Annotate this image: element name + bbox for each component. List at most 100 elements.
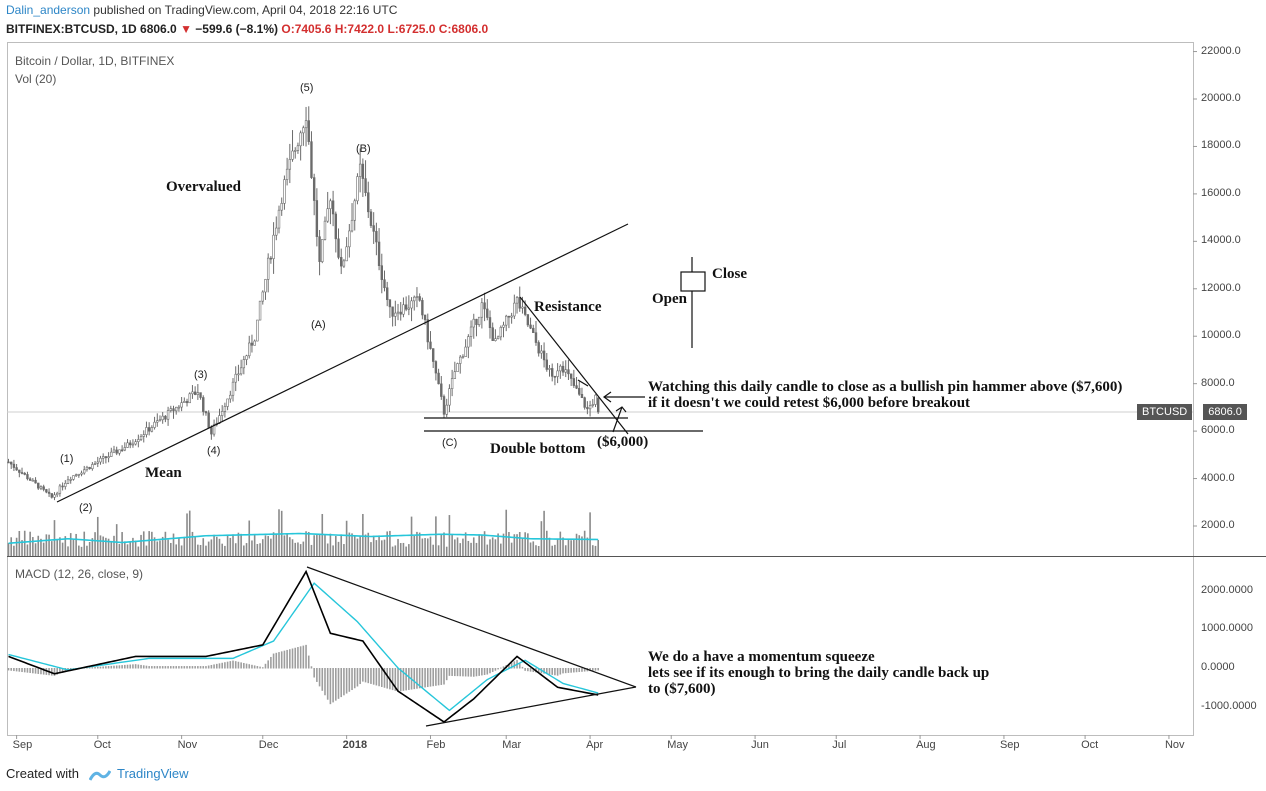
volume-bar — [527, 533, 529, 556]
macd-histogram-bar — [26, 668, 29, 673]
candle-body — [559, 365, 562, 372]
macd-histogram-bar — [194, 666, 196, 669]
candle-body — [548, 368, 551, 370]
macd-histogram-bar — [537, 668, 540, 673]
footer-brand-link[interactable]: TradingView — [117, 766, 189, 781]
volume-bar — [443, 532, 445, 556]
candle-body — [399, 311, 402, 315]
volume-bar — [408, 544, 410, 556]
volume-bar — [364, 534, 367, 556]
candle-body — [20, 472, 24, 474]
candle-body — [440, 383, 443, 397]
wave-label-2: (2) — [79, 502, 93, 514]
candle-body — [467, 336, 470, 348]
candle-body — [234, 373, 237, 383]
candle-body — [358, 163, 362, 177]
macd-histogram-bar — [372, 668, 375, 685]
volume-bar — [370, 542, 372, 556]
candle-body — [193, 391, 197, 395]
time-tick-label: Nov — [177, 739, 198, 751]
volume-bar — [397, 538, 399, 556]
macd-histogram-bar — [443, 668, 445, 685]
volume-bar — [543, 510, 545, 556]
candle-body — [353, 200, 356, 221]
volume-bar — [410, 516, 413, 556]
candle-body — [207, 412, 210, 428]
macd-histogram-bar — [521, 666, 524, 669]
macd-histogram-bar — [497, 668, 499, 670]
volume-bar — [508, 531, 510, 556]
volume-bar — [256, 543, 259, 556]
author-link[interactable]: Dalin_anderson — [6, 3, 91, 17]
macd-histogram-bar — [50, 668, 53, 676]
time-tick-label: May — [667, 739, 688, 751]
macd-histogram-bar — [573, 668, 575, 673]
volume-bar — [470, 542, 472, 556]
macd-histogram-bar — [375, 668, 378, 686]
volume-bar — [586, 537, 589, 556]
volume-bar — [413, 535, 416, 556]
macd-histogram-bar — [554, 668, 556, 676]
macd-histogram-bar — [291, 648, 294, 669]
macd-histogram-bar — [59, 668, 61, 674]
volume-bar — [21, 540, 23, 556]
candle-body — [413, 296, 416, 302]
candle-body — [586, 407, 589, 410]
volume-bar — [494, 539, 497, 556]
macd-histogram-bar — [478, 668, 480, 676]
candle-body — [7, 461, 10, 464]
macd-histogram-bar — [178, 666, 180, 669]
candle-body — [345, 246, 348, 262]
volume-bar — [15, 537, 18, 556]
volume-bar — [121, 532, 123, 556]
volume-bar — [537, 546, 540, 556]
candle-body — [537, 342, 540, 354]
candle-body — [545, 359, 548, 370]
candle-body — [385, 287, 389, 301]
candle-body — [431, 348, 435, 362]
macd-histogram-bar — [437, 668, 440, 686]
macd-histogram-bar — [294, 647, 297, 669]
macd-histogram-bar — [13, 668, 15, 672]
macd-histogram-bar — [562, 668, 564, 674]
candle-body — [340, 257, 343, 267]
macd-histogram-bar — [397, 668, 399, 692]
macd-histogram-bar — [551, 668, 554, 675]
macd-histogram-bar — [318, 668, 321, 687]
macd-histogram-bar — [137, 664, 140, 669]
volume-bar — [421, 538, 424, 556]
macd-histogram-bar — [56, 668, 58, 675]
volume-bar — [426, 538, 429, 556]
candle-body — [139, 436, 143, 440]
volume-bar — [267, 536, 269, 556]
macd-histogram-bar — [289, 649, 291, 669]
macd-histogram-bar — [23, 668, 26, 673]
macd-histogram-bar — [545, 668, 548, 675]
candle-body — [588, 405, 592, 410]
macd-histogram-bar — [386, 668, 388, 689]
macd-histogram-bar — [210, 664, 213, 669]
volume-bar — [475, 542, 478, 556]
macd-histogram-bar — [481, 668, 483, 676]
macd-histogram-bar — [413, 668, 416, 690]
volume-bar — [148, 531, 150, 556]
candle-body — [277, 209, 281, 229]
candle-body — [74, 474, 78, 477]
candle-body — [294, 150, 297, 152]
candle-body — [258, 300, 262, 321]
macd-histogram-bar — [559, 668, 562, 675]
volume-bar — [502, 533, 505, 556]
volume-bar — [191, 531, 194, 556]
macd-histogram-bar — [124, 664, 126, 669]
candle-body — [142, 434, 145, 437]
candle-body — [202, 397, 205, 412]
volume-bar — [445, 546, 448, 556]
price-tick-label: 16000.0 — [1201, 186, 1241, 199]
macd-histogram-bar — [451, 668, 453, 676]
price-tick-label: 12000.0 — [1201, 281, 1241, 294]
price-tick-label: 20000.0 — [1201, 92, 1241, 104]
candle-body — [131, 443, 135, 446]
macd-histogram-bar — [467, 668, 470, 677]
candle-body — [513, 302, 516, 317]
